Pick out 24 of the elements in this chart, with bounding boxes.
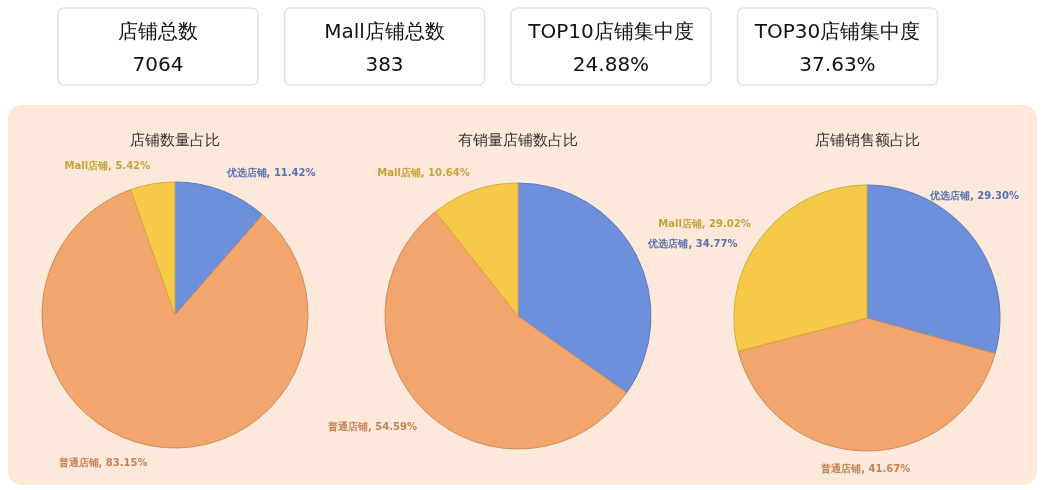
text: TOP10店铺集中度: [527, 19, 694, 43]
text: 7064: [132, 52, 184, 76]
slice-label: 优选店铺, 34.77%: [648, 237, 738, 251]
slice-label: 普通店铺, 54.59%: [327, 419, 417, 433]
chart-title: 店铺销售额占比: [814, 131, 920, 149]
text: Mall店铺总数: [324, 19, 445, 43]
slice-label: 优选店铺, 29.30%: [930, 189, 1020, 202]
chart-title: 有销量店铺数占比: [458, 131, 578, 149]
pie-slice: [435, 182, 519, 317]
pie-slice: [130, 181, 176, 316]
pie-slice: [41, 189, 309, 449]
slice-label: 优选店铺, 11.42%: [226, 166, 316, 180]
slice-label: 普通店铺, 41.67%: [820, 462, 912, 475]
slice-label: Mall店铺, 5.42%: [63, 159, 151, 173]
pie-slice: [737, 317, 996, 452]
text: 店铺总数: [118, 19, 198, 43]
slice-label: Mall店铺, 29.02%: [657, 217, 751, 230]
text: 37.63%: [799, 52, 876, 76]
chart-title: 店铺数量占比: [130, 131, 220, 149]
text: 24.88%: [572, 52, 650, 76]
text: TOP30店铺集中度: [753, 19, 921, 43]
text: 383: [365, 52, 404, 76]
slice-label: Mall店铺, 10.64%: [376, 166, 470, 180]
slice-label: 普通店铺, 83.15%: [57, 456, 148, 470]
